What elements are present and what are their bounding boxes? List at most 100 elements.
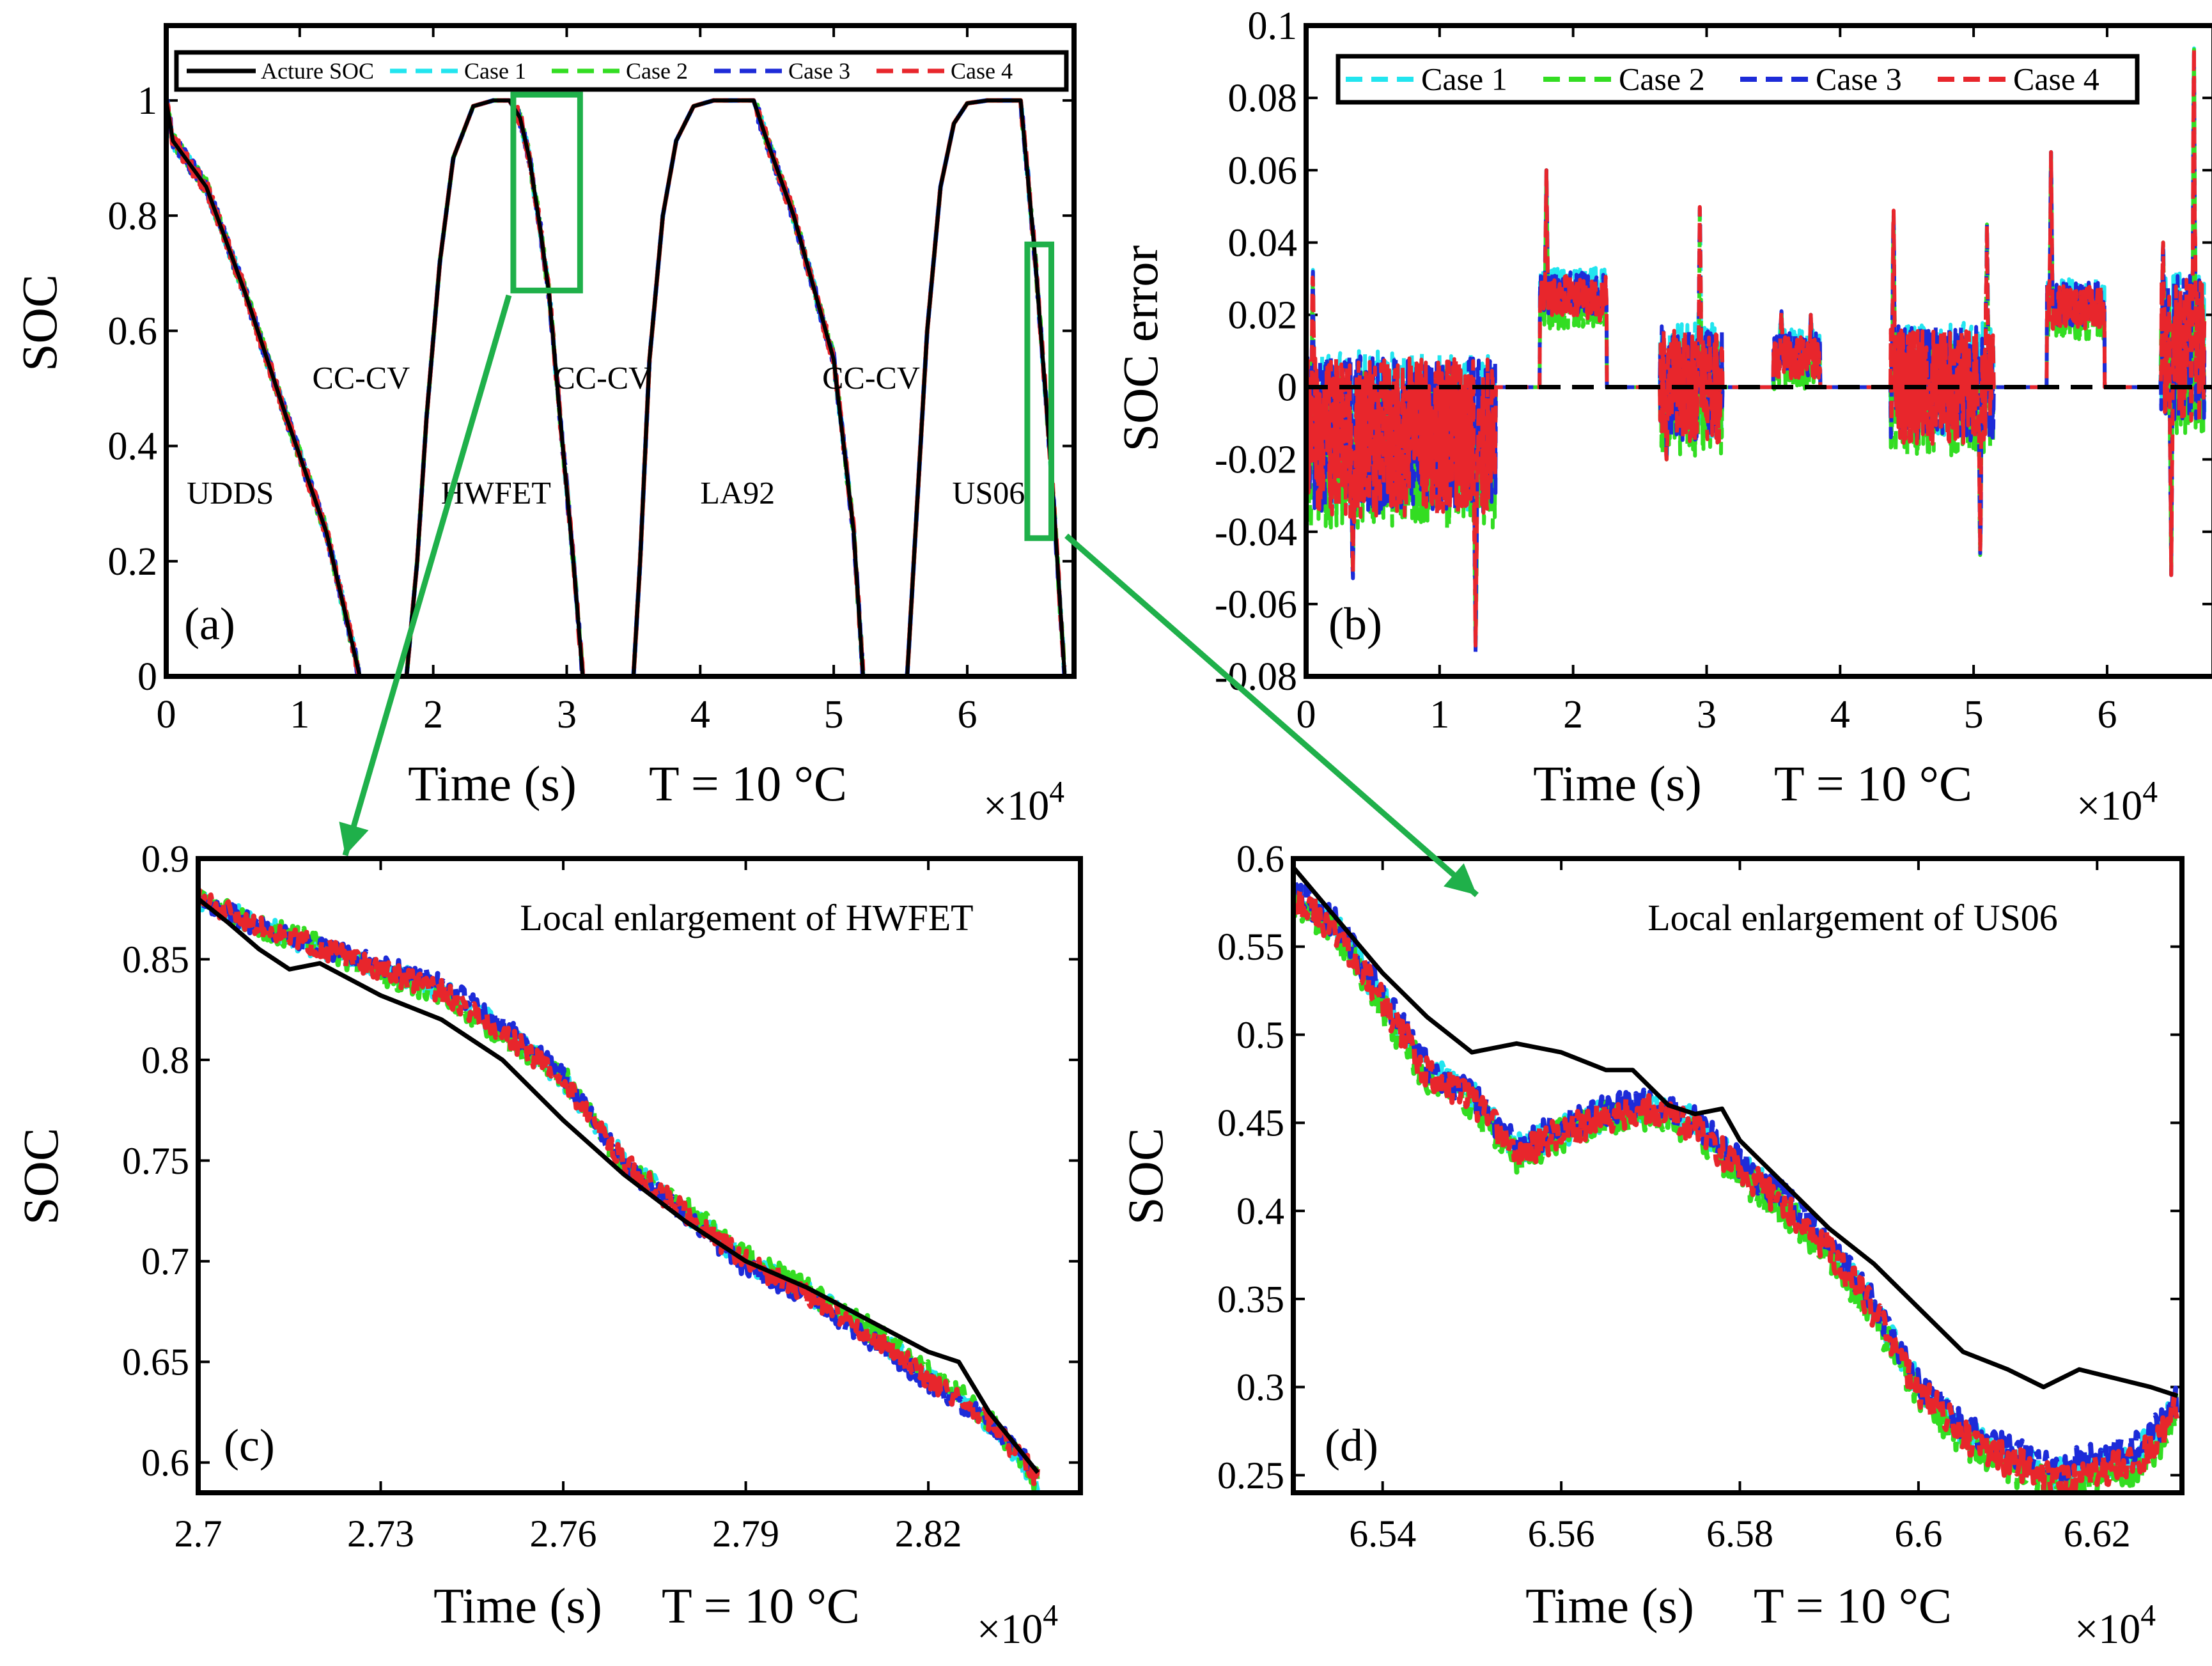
axes-frame [1304,23,2212,679]
y-tick-label: 0 [1277,366,1297,410]
legend: Case 1 Case 2 Case 3 Case 4 [1336,54,2140,105]
series-case-1-line [1293,879,2179,1491]
x-tick-label: 1 [1429,693,1449,736]
y-axis-label: SOC [13,1128,68,1225]
series-case-1-error-line [1306,46,2207,654]
series-case-2-line [198,887,1040,1492]
phase-annotation: CC-CV [312,360,410,396]
x-tick-label: 4 [690,693,710,736]
legend-entry: Case 1 [1421,61,1507,97]
series-acture-soc-line [198,897,1040,1474]
connector-arrow-us06 [1064,533,1479,898]
connector-arrow-us06-head [1444,863,1477,895]
local-enlargement-title: Local enlargement of US06 [1647,897,2058,938]
phase-annotation: UDDS [187,475,274,511]
x-exponent-label: ×104 [2075,1599,2156,1653]
local-enlargement-title: Local enlargement of HWFET [520,897,973,938]
y-tick-label: -0.04 [1215,511,1297,554]
y-tick-label: 0.35 [1217,1278,1284,1320]
y-tick-label: 0.85 [122,938,189,981]
x-tick-label: 2 [423,693,443,736]
series-case-3-line [198,894,1039,1479]
x-exponent-label: ×104 [977,1599,1058,1653]
x-tick-label: 6.6 [1894,1513,1942,1555]
y-tick-label: 0.8 [141,1039,189,1081]
panel-d-us06-enlargement: 6.54 6.56 6.58 6.6 6.62 0.25 0.3 0.35 0.4 0.45 0.5… [1118,837,2185,1653]
y-tick-label: 0.5 [1236,1014,1284,1056]
x-tick-label: 6 [2097,693,2117,736]
x-axis-label: Time (s) [1525,1578,1694,1633]
x-tick-label: 0 [157,693,176,736]
x-tick-label: 4 [1830,693,1850,736]
y-tick-label: 0.02 [1228,294,1298,338]
x-axis-label: Time (s) [1533,756,1702,811]
legend: Acture SOC Case 1 Case 2 Case 3 Case 4 [174,50,1069,92]
x-tick-label: 5 [1964,693,1984,736]
y-tick-label: 0.6 [108,310,158,354]
legend-entry: Case 4 [2013,61,2099,97]
temperature-label: T = 10 °C [1754,1578,1952,1633]
legend-entry: Case 3 [788,58,850,84]
series-case-2-error-line [1306,47,2207,649]
y-tick-label: 0.6 [1236,837,1284,880]
x-tick-label: 3 [557,693,577,736]
x-tick-label: 2.76 [530,1513,597,1555]
x-tick-label: 3 [1697,693,1717,736]
legend-entry: Acture SOC [261,58,374,84]
x-tick-label: 5 [824,693,844,736]
legend-entry: Case 2 [626,58,688,84]
connector-arrow-hwfet [342,294,512,857]
phase-annotation: HWFET [441,475,551,511]
zoom-box [510,91,583,293]
y-tick-label: 0.08 [1228,77,1298,120]
y-axis-label: SOC [1118,1128,1173,1225]
y-tick-label: 0.2 [108,540,158,584]
y-tick-label: 0.6 [141,1442,189,1484]
panel-b-soc-error-chart: 0 1 2 3 4 5 6-0.08-0.06-0.04-0.0200.020.040.06… [1112,4,2212,829]
y-tick-label: 0.06 [1228,149,1298,192]
y-tick-label: 0 [137,655,157,699]
y-tick-label: 0.04 [1228,221,1298,265]
x-tick-label: 0 [1297,693,1316,736]
y-tick-label: 0.45 [1217,1102,1284,1144]
y-tick-label: 0.65 [122,1341,189,1383]
y-tick-label: -0.06 [1215,583,1297,627]
axes-frame [196,856,1083,1495]
phase-annotation: US06 [952,475,1025,511]
x-axis-label: Time (s) [408,756,577,811]
series-case-2-line [1293,885,2180,1493]
y-tick-label: 0.8 [108,194,158,238]
panel-label: (b) [1328,598,1382,650]
y-tick-label: 0.25 [1217,1454,1284,1497]
x-tick-label: 6.56 [1528,1513,1595,1555]
zoom-connectors [339,294,1479,898]
phase-annotation: CC-CV [554,360,651,396]
axes-frame [164,23,1077,679]
panel-c-hwfet-enlargement: 2.7 2.73 2.76 2.79 2.82 0.6 0.65 0.7 0.75 0.8 0.85… [13,837,1083,1653]
legend-entry: Case 3 [1816,61,1902,97]
series-case-1-line [198,891,1040,1491]
legend-box [1336,54,2140,105]
y-tick-label: 1 [137,79,157,123]
temperature-label: T = 10 °C [649,756,847,811]
panel-a-soc-chart: 0 1 2 3 4 5 6 0 0.2 0.4 0.6 0.8 1 UDDS CC-CV HWFET CC-CV… [12,23,1077,829]
y-tick-label: 0.75 [122,1140,189,1182]
phase-annotation: LA92 [700,475,775,511]
phase-annotation: CC-CV [822,360,920,396]
x-axis-label: Time (s) [433,1578,602,1633]
y-tick-label: 0.7 [141,1240,189,1282]
connector-arrow-hwfet-head [339,821,369,855]
legend-entry: Case 1 [464,58,526,84]
x-exponent-label: ×104 [983,775,1064,829]
temperature-label: T = 10 °C [1774,756,1972,811]
y-tick-label: 0.4 [1236,1190,1284,1233]
temperature-label: T = 10 °C [662,1578,860,1633]
series-case-4-error-line [1306,45,2207,648]
x-tick-label: 6.58 [1706,1513,1773,1555]
y-tick-label: 0.55 [1217,926,1284,968]
x-tick-label: 2.79 [712,1513,779,1555]
series-case-4-line [1293,886,2180,1493]
series-acture-soc-line [166,98,1067,676]
x-tick-label: 2.82 [895,1513,962,1555]
